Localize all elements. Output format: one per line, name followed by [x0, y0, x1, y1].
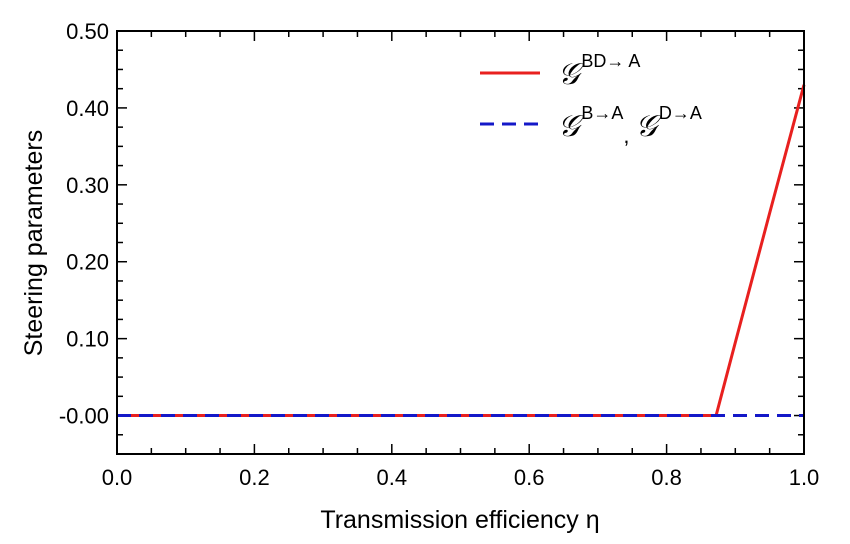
y-tick-label: -0.00: [59, 404, 109, 429]
legend-label-series-1: 𝒢 BD→ A: [558, 51, 640, 92]
x-tick-label: 0.4: [377, 465, 408, 490]
legend-superscript: D→A: [659, 103, 702, 123]
y-tick-label: 0.10: [66, 327, 109, 352]
y-axis-label: Steering parameters: [20, 130, 48, 357]
x-axis-label: Transmission efficiency η: [320, 506, 599, 534]
tick-labels: 0.0 0.2 0.4 0.6 0.8 1.0 -0.00 0.10 0.20 0.30 0.40 0…: [59, 19, 819, 490]
legend: 𝒢 BD→ A 𝒢 B→A, 𝒢 D→A: [480, 51, 702, 148]
x-tick-label: 0.8: [651, 465, 682, 490]
legend-superscript: BD→ A: [581, 51, 640, 71]
series-layer: [117, 84, 806, 417]
plot-frame: [116, 30, 805, 455]
x-tick-label: 1.0: [789, 465, 820, 490]
legend-separator: ,: [623, 123, 629, 148]
y-tick-label: 0.30: [66, 173, 109, 198]
x-tick-label: 0.6: [514, 465, 545, 490]
y-tick-label: 0.20: [66, 250, 109, 275]
x-tick-label: 0.2: [239, 465, 270, 490]
y-tick-label: 0.40: [66, 96, 109, 121]
y-tick-label: 0.50: [66, 19, 109, 44]
x-tick-label: 0.0: [102, 465, 133, 490]
legend-superscript: B→A: [581, 103, 623, 123]
